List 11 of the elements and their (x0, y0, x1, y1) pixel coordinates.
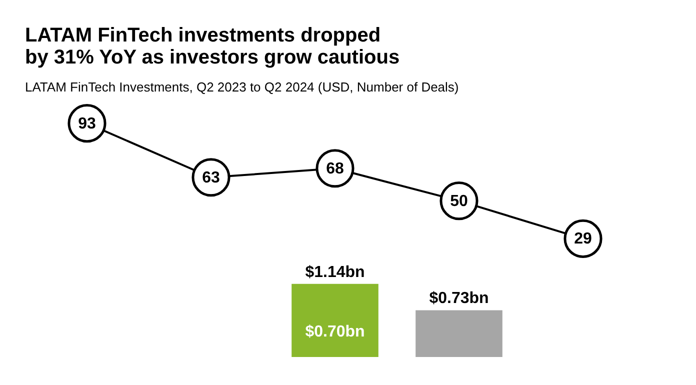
data-label: $1.14bn (305, 264, 365, 281)
data-label: 63 (202, 169, 220, 186)
chart-subtitle: LATAM FinTech Investments, Q2 2023 to Q2 2024 (USD, Number of Deals) (25, 79, 459, 94)
data-label: 93 (78, 115, 96, 132)
data-label: 50 (450, 192, 468, 210)
data-label: $0.73bn (429, 290, 489, 308)
data-label: 68 (326, 160, 344, 178)
text: by 31% YoY as investors grow cautious (25, 46, 400, 68)
text: LATAM FinTech investments dropped (25, 24, 381, 46)
data-label: 29 (574, 230, 592, 248)
annotation: $0.70bn (305, 323, 365, 340)
